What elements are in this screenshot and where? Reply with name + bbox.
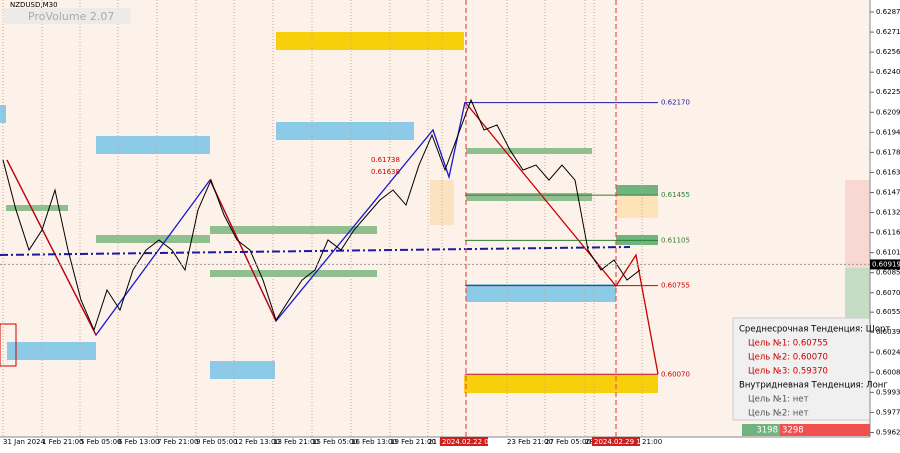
panel-heading: Внутридневная Тенденция: Лонг [739, 381, 888, 391]
time-highlight [440, 437, 488, 446]
x-tick-label: 16 Feb 13:00 [351, 438, 397, 446]
x-tick-label: 21:00 [642, 438, 662, 446]
current-price-box [870, 259, 900, 270]
level-label: 0.60070 [661, 370, 690, 378]
x-tick-label: 28 [585, 438, 594, 446]
x-tick-label: 2024.02.29 15:00 [594, 438, 656, 446]
y-tick-label: 0.59775 [876, 408, 900, 416]
panel-target: Цель №1: нет [748, 395, 809, 405]
time-highlight [592, 437, 640, 446]
small-label: 0.61638 [371, 168, 400, 176]
level-label: 0.62170 [661, 99, 690, 107]
symbol: NZDUSD,M30 [10, 1, 58, 9]
info-panel [732, 317, 871, 421]
y-tick-label: 0.61475 [876, 188, 900, 196]
x-tick-label: 15 Feb 05:00 [312, 438, 358, 446]
x-tick-label: 5 Feb 05:00 [80, 438, 121, 446]
y-tick-label: 0.61165 [876, 229, 900, 237]
x-tick-label: 2024.02.22 09:30 [442, 438, 504, 446]
x-tick-label: 1 Feb 21:00 [42, 438, 83, 446]
y-tick-label: 0.62715 [876, 28, 900, 36]
x-tick-label: 12 Feb 13:00 [234, 438, 280, 446]
x-tick-label: 6 Feb 13:00 [118, 438, 159, 446]
x-tick-label: 13 Feb 21:00 [273, 438, 319, 446]
panel-heading: Среднесрочная Тенденция: Шорт [739, 325, 890, 335]
level-label: 0.60755 [661, 282, 690, 290]
y-tick-label: 0.60855 [876, 269, 900, 277]
panel-target: Цель №2: 0.60070 [748, 353, 828, 363]
volume-label: 3298 [782, 426, 804, 436]
x-tick-label: 7 Feb 21:00 [157, 438, 198, 446]
y-tick-label: 0.60085 [876, 368, 900, 376]
x-tick-label: 31 Jan 2024 [3, 438, 46, 446]
small-label: 0.61738 [371, 156, 400, 164]
x-tick-label: 27 Feb 05:00 [545, 438, 591, 446]
panel-target: Цель №2: нет [748, 409, 809, 419]
indicator-badge [3, 8, 131, 24]
volume-label: 3198 [756, 426, 778, 436]
indicator-name: ProVolume 2.07 [28, 10, 114, 23]
y-tick-label: 0.62095 [876, 108, 900, 116]
y-tick-label: 0.61785 [876, 148, 900, 156]
level-label: 0.61455 [661, 191, 690, 199]
x-tick-label: 23 Feb 21:00 [507, 438, 553, 446]
panel-target: Цель №1: 0.60755 [748, 339, 828, 349]
x-tick-label: 19 Feb 21:00 [390, 438, 436, 446]
level-label: 0.61105 [661, 236, 690, 244]
panel-target: Цель №3: 0.59370 [748, 367, 828, 377]
price-line [2, 98, 641, 332]
volume-box [780, 424, 870, 436]
x-tick-label: 9 Feb 05:00 [196, 438, 237, 446]
y-tick-label: 0.60395 [876, 328, 900, 336]
volume-box [742, 424, 780, 436]
current-price-label: 0.60919 [872, 260, 900, 268]
y-tick-label: 0.62405 [876, 68, 900, 76]
trend-lines [0, 0, 659, 437]
y-tick-label: 0.59620 [876, 428, 900, 436]
